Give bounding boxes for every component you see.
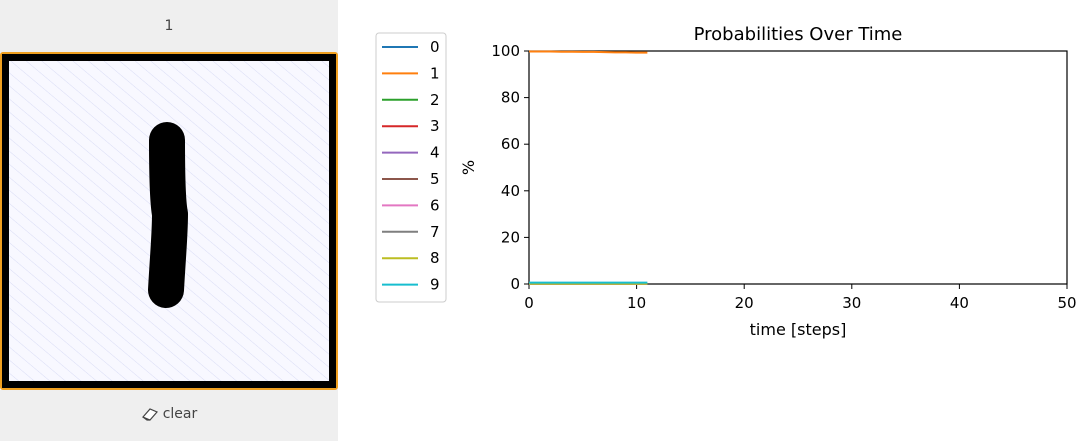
canvas-border — [2, 54, 336, 388]
drawn-stroke — [148, 122, 188, 308]
x-tick-label: 30 — [842, 294, 861, 312]
x-axis-label: time [steps] — [750, 320, 847, 339]
sketch-canvas-svg[interactable] — [2, 54, 336, 388]
x-tick-label: 0 — [524, 294, 534, 312]
legend-label-4: 4 — [430, 144, 440, 162]
drawing-canvas[interactable] — [0, 52, 338, 390]
y-axis-label: % — [459, 160, 478, 175]
legend-label-3: 3 — [430, 117, 440, 135]
y-tick-label: 80 — [501, 89, 520, 107]
widget-footer — [0, 438, 338, 441]
series-lines — [529, 50, 648, 285]
legend-label-1: 1 — [430, 64, 440, 82]
prediction-label: 1 — [164, 18, 174, 34]
legend-label-2: 2 — [430, 91, 440, 109]
legend-label-9: 9 — [430, 276, 440, 294]
legend: 0 1 2 3 4 5 6 7 8 9 — [375, 32, 447, 303]
y-tick-label: 60 — [501, 135, 520, 153]
x-tick-label: 40 — [950, 294, 969, 312]
legend-label-5: 5 — [430, 170, 440, 188]
eraser-icon — [141, 407, 159, 421]
plot-area-frame — [528, 50, 1068, 285]
legend-label-7: 7 — [430, 223, 440, 241]
legend-label-0: 0 — [430, 38, 440, 56]
legend-label-8: 8 — [430, 249, 440, 267]
series-line-1 — [529, 50, 648, 54]
drawing-widget: 1 clear — [0, 0, 338, 441]
x-tick-label: 10 — [627, 294, 646, 312]
y-ticks: 0 20 40 60 80 100 — [491, 42, 529, 293]
y-tick-label: 40 — [501, 182, 520, 200]
chart-title: Probabilities Over Time — [694, 24, 903, 45]
clear-label: clear — [162, 406, 198, 422]
x-ticks: 0 10 20 30 40 50 — [524, 284, 1077, 312]
y-tick-label: 20 — [501, 228, 520, 246]
y-tick-label: 0 — [510, 275, 520, 293]
axes-frame — [528, 50, 1068, 285]
clear-button[interactable]: clear — [0, 394, 338, 434]
x-tick-label: 20 — [735, 294, 754, 312]
legend-label-6: 6 — [430, 196, 440, 214]
x-tick-label: 50 — [1057, 294, 1076, 312]
probabilities-chart: Probabilities Over Time time [steps] % 0… — [360, 0, 1078, 441]
y-tick-label: 100 — [491, 42, 520, 60]
chart-svg: Probabilities Over Time time [steps] % 0… — [375, 24, 1077, 339]
